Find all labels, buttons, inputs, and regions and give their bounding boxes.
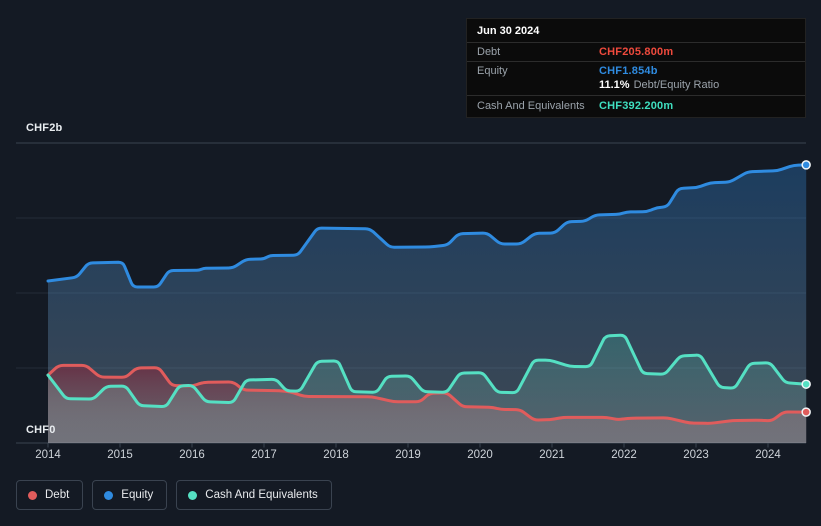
tooltip-ratio-value: 11.1% [599,79,630,91]
debt-latest-marker [801,407,811,417]
chart-legend: Debt Equity Cash And Equivalents [16,480,332,510]
x-axis-year-label: 2017 [251,449,277,461]
legend-cash-label: Cash And Equivalents [205,489,318,501]
cash-latest-marker [801,379,811,389]
legend-equity-label: Equity [121,489,154,501]
equity-latest-marker [801,160,811,170]
latest-value-markers [801,160,811,417]
tooltip-row-cash: Cash And Equivalents CHF392.200m [467,96,805,117]
y-axis-min-label: CHF0 [26,424,56,436]
y-axis-max-label: CHF2b [26,122,63,134]
tooltip-cash-value: CHF392.200m [599,100,674,112]
tooltip-equity-label: Equity [477,65,508,77]
equity-series-dot-icon [104,490,114,500]
series-lines [46,163,808,425]
tooltip-row-equity: Equity CHF1.854b [467,62,805,78]
tooltip-date: Jun 30 2024 [467,19,805,43]
x-axis-year-label: 2016 [179,449,205,461]
x-axis-year-label: 2018 [323,449,349,461]
x-axis-year-label: 2022 [611,449,637,461]
x-axis-year-label: 2021 [539,449,565,461]
x-axis-year-label: 2024 [755,449,781,461]
debt-series-dot-icon [28,490,37,500]
tooltip-debt-label: Debt [477,46,501,58]
tooltip-ratio: 11.1% Debt/Equity Ratio [599,79,719,91]
x-axis-year-label: 2020 [467,449,493,461]
tooltip-debt-value: CHF205.800m [599,46,674,58]
legend-debt-label: Debt [45,489,70,501]
x-axis-year-label: 2014 [35,449,61,461]
series-areas [48,164,807,443]
legend-item-cash[interactable]: Cash And Equivalents [176,480,332,510]
tooltip-equity-value: CHF1.854b [599,65,658,77]
tooltip-row-debt: Debt CHF205.800m [467,43,805,62]
x-axis-year-label: 2015 [107,449,133,461]
x-axis-ticks [47,443,769,448]
x-axis-year-label: 2019 [395,449,421,461]
chart-tooltip: Jun 30 2024 Debt CHF205.800m Equity CHF1… [466,18,806,118]
tooltip-row-ratio: 11.1% Debt/Equity Ratio [467,78,805,96]
legend-item-debt[interactable]: Debt [16,480,84,510]
tooltip-ratio-label: Debt/Equity Ratio [633,79,720,91]
legend-item-equity[interactable]: Equity [92,480,168,510]
cash-series-dot-icon [188,490,198,500]
x-axis-year-label: 2023 [683,449,709,461]
tooltip-cash-label: Cash And Equivalents [477,100,585,112]
